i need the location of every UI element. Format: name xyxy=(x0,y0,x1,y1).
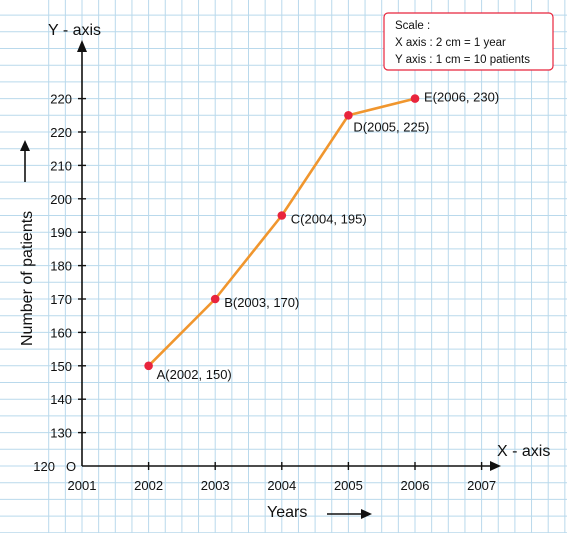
scale-legend-box: Scale : X axis : 2 cm = 1 year Y axis : … xyxy=(383,12,554,71)
x-tick-label: 2001 xyxy=(68,478,97,493)
x-tick-label: 2004 xyxy=(267,478,296,493)
data-point xyxy=(344,111,353,120)
y-axis-name: Y - axis xyxy=(48,22,101,39)
data-label: A(2002, 150) xyxy=(157,367,232,382)
series: A(2002, 150) B(2003, 170) C(2004, 195) D(20… xyxy=(144,90,499,382)
y-tick-label: 210 xyxy=(50,158,72,173)
y-tick-label: 130 xyxy=(50,426,72,441)
x-tick-label: 2006 xyxy=(401,478,430,493)
data-label: B(2003, 170) xyxy=(224,295,299,310)
y-tick-label: 160 xyxy=(50,325,72,340)
y-tick-label: 200 xyxy=(50,192,72,207)
y-tick-label: 120 xyxy=(33,459,55,474)
x-axis-arrowhead xyxy=(490,461,501,471)
data-point xyxy=(144,361,153,371)
x-axis-name: X - axis xyxy=(497,443,550,460)
y-tick-label: 150 xyxy=(50,359,72,374)
y-tick-label: 180 xyxy=(50,259,72,274)
y-tick-label: 140 xyxy=(50,392,72,407)
y-tick-label: 190 xyxy=(50,225,72,240)
y-tick-label: 220 xyxy=(50,125,72,140)
x-axis-title: Years xyxy=(267,504,307,521)
data-label: C(2004, 195) xyxy=(291,212,367,227)
y-axis-arrowhead xyxy=(77,40,87,52)
axes xyxy=(77,40,501,471)
x-tick-label: 2002 xyxy=(134,478,163,493)
scale-title: Scale : xyxy=(395,20,430,32)
scale-box-border xyxy=(383,12,554,71)
origin-label: O xyxy=(66,459,76,474)
x-tick-label: 2007 xyxy=(467,478,496,493)
y-tick-label: 170 xyxy=(50,292,72,307)
data-point xyxy=(410,94,420,103)
x-tick-label: 2005 xyxy=(334,478,363,493)
data-label: E(2006, 230) xyxy=(424,90,499,105)
x-tick-label: 2003 xyxy=(201,478,230,493)
labels: Y - axis X - axis O Years Number of pati… xyxy=(19,22,550,521)
data-point xyxy=(277,211,287,220)
y-axis-title: Number of patients xyxy=(19,211,36,346)
y-tick-label: 220 xyxy=(50,92,72,107)
y-title-arrow xyxy=(20,140,30,182)
ticks: 2001 2002 2003 2004 2005 2006 2007 120 130 140 150… xyxy=(33,92,496,493)
data-point xyxy=(210,294,220,304)
scale-x-text: X axis : 2 cm = 1 year xyxy=(395,37,506,49)
data-label: D(2005, 225) xyxy=(353,119,429,134)
scale-y-text: Y axis : 1 cm = 10 patients xyxy=(395,54,530,66)
x-title-arrow xyxy=(327,509,372,519)
